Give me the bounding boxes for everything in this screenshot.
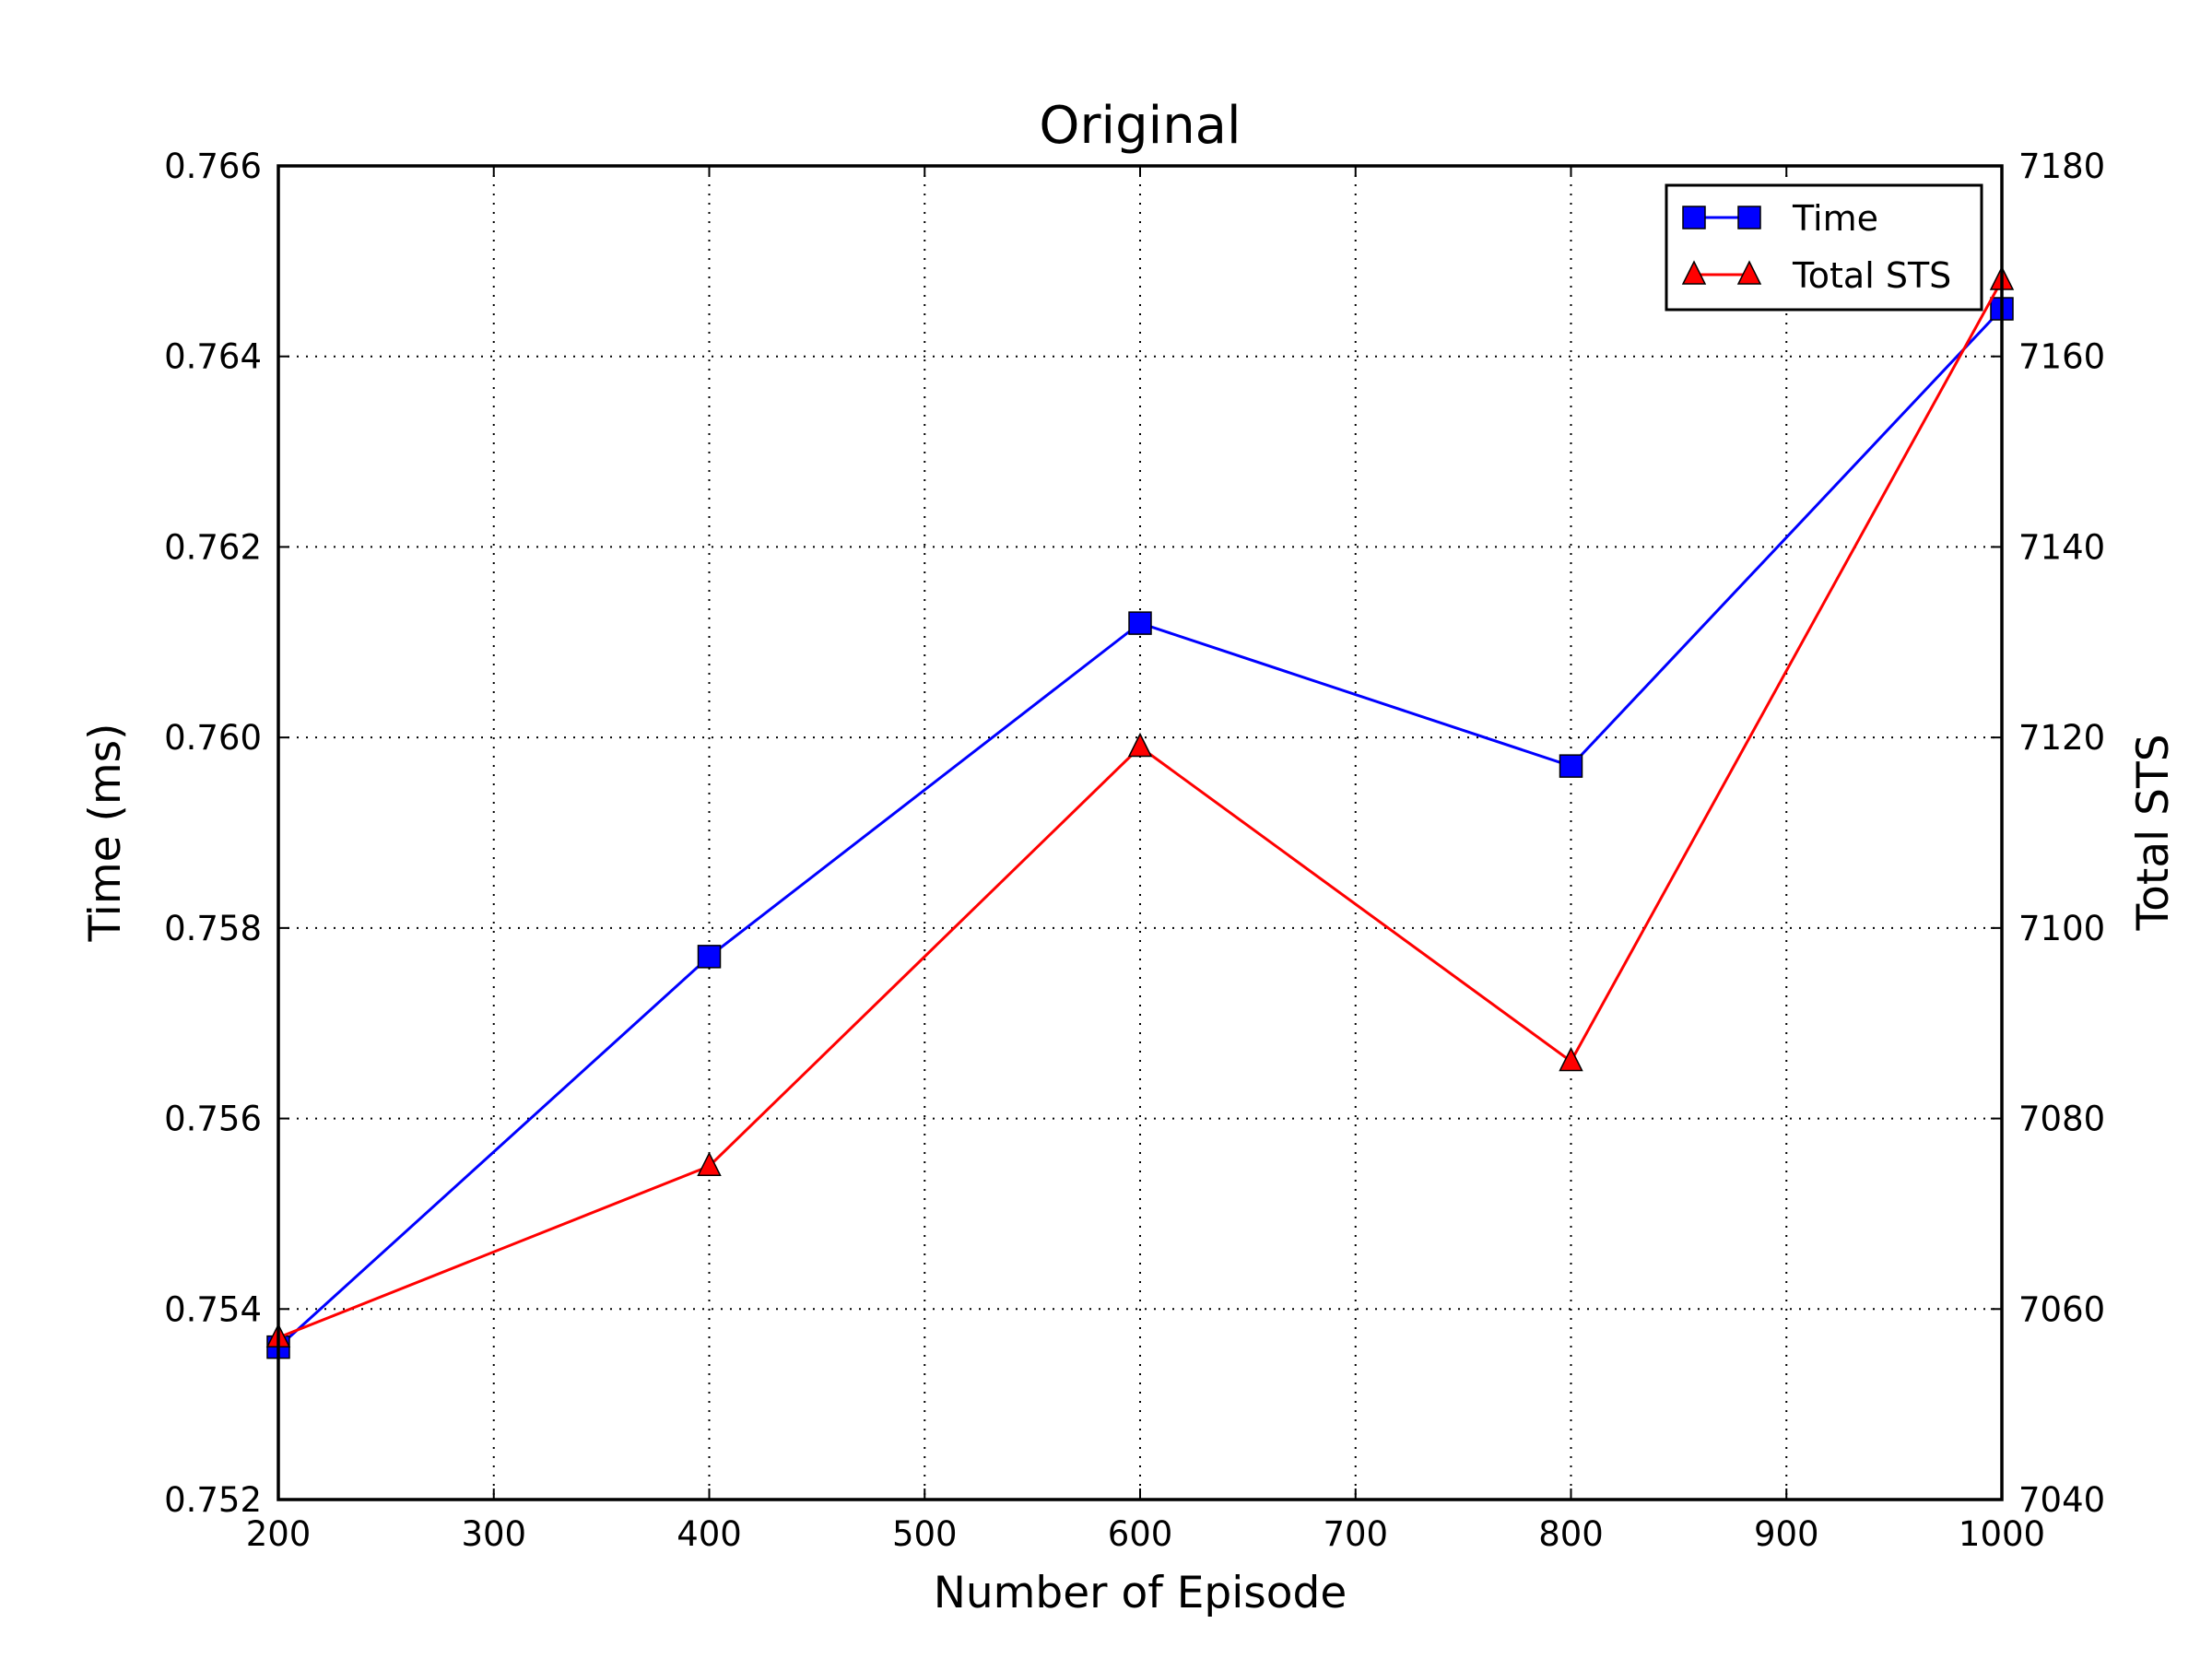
x-tick-label: 800 [1538,1514,1604,1554]
x-tick-label: 900 [1754,1514,1819,1554]
y-tick-label: 0.766 [164,147,262,186]
y2-tick-label: 7060 [2018,1289,2105,1329]
data-point-time [697,945,722,969]
data-point-time [1559,754,1583,778]
data-point-total-sts [1559,1046,1583,1072]
x-tick-label: 200 [246,1514,312,1554]
chart-title: Original [1039,96,1241,156]
y2-tick-label: 7140 [2018,527,2105,567]
y-tick-label: 0.758 [164,909,262,948]
y-axis-label: Time (ms) [80,724,131,943]
x-tick-label: 700 [1323,1514,1388,1554]
legend-time-marker-end [1737,206,1761,229]
y-tick-label: 0.754 [164,1289,262,1329]
legend-time-label: Time [1792,198,1878,239]
x-axis-label: Number of Episode [934,1568,1347,1618]
x-tick-label: 600 [1108,1514,1173,1554]
grid [278,166,2002,1500]
y-tick-label: 0.756 [164,1100,262,1139]
x-tick-label: 1000 [1959,1514,2045,1554]
y2-tick-label: 7040 [2018,1480,2105,1520]
y-tick-label: 0.762 [164,527,262,567]
legend-sts-marker-start [1681,260,1707,285]
legend-box [1665,183,1983,312]
data-point-total-sts [697,1151,722,1176]
y2-tick-label: 7100 [2018,909,2105,948]
y2-tick-label: 7160 [2018,337,2105,377]
y2-tick-label: 7180 [2018,147,2105,186]
y2-tick-label: 7080 [2018,1100,2105,1139]
ticks: 200 300 400 500 600 700 800 900 1000 0.752 0.754 0.… [164,147,2105,1554]
data-point-total-sts [1127,732,1153,758]
y-tick-label: 0.764 [164,337,262,377]
x-tick-label: 300 [461,1514,526,1554]
x-tick-label: 500 [892,1514,958,1554]
data-point-time [1128,611,1152,635]
y-tick-label: 0.752 [164,1480,262,1520]
x-tick-label: 400 [677,1514,742,1554]
y-tick-label: 0.760 [164,718,262,758]
y2-tick-label: 7120 [2018,718,2105,758]
legend: Time Total STS [1665,183,1983,312]
legend-time-marker-start [1682,206,1706,229]
legend-sts-label: Total STS [1792,255,1951,296]
y2-axis-label: Total STS [2128,734,2179,931]
legend-sts-marker-end [1736,260,1762,285]
